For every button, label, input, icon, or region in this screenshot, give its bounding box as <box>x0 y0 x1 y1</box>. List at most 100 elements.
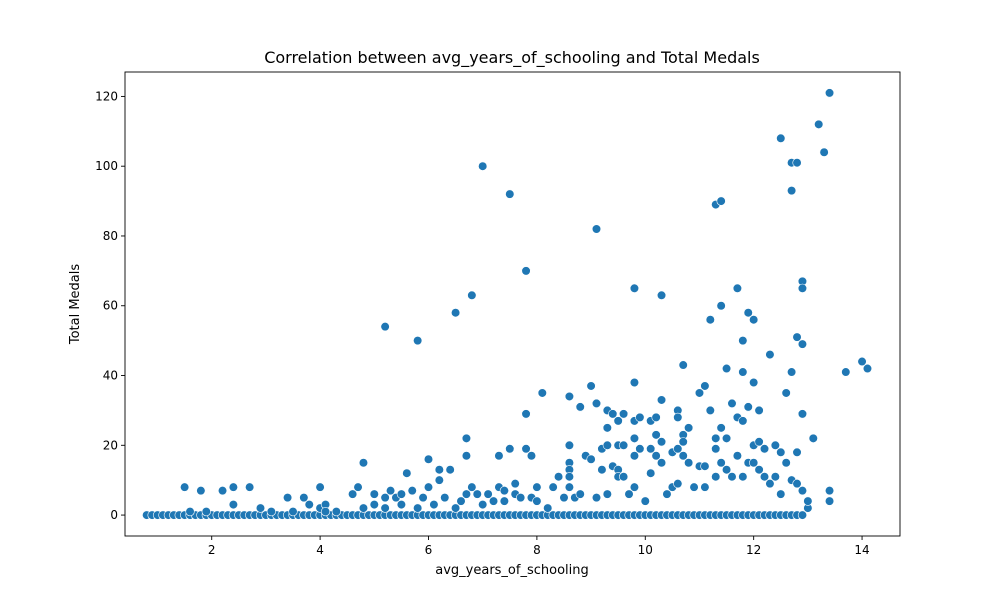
data-point-246 <box>651 451 661 461</box>
data-point-144 <box>358 458 369 468</box>
x-tick-label-0: 2 <box>208 543 216 557</box>
data-point-261 <box>678 451 688 461</box>
data-point-333 <box>841 367 851 377</box>
data-point-284 <box>727 472 737 482</box>
data-point-170 <box>461 433 472 443</box>
x-tick-label-6: 14 <box>854 543 869 557</box>
data-point-221 <box>602 489 612 499</box>
y-tick-label-1: 20 <box>103 438 118 452</box>
chart-title: Correlation between avg_years_of_schooli… <box>264 48 760 68</box>
data-point-275 <box>711 472 721 482</box>
data-point-196 <box>537 388 547 398</box>
data-point-194 <box>532 482 542 492</box>
data-point-123 <box>180 482 190 492</box>
y-tick-label-5: 100 <box>95 159 118 173</box>
data-point-300 <box>754 437 764 447</box>
data-point-145 <box>358 503 369 513</box>
data-point-230 <box>618 472 629 482</box>
data-point-215 <box>591 493 602 503</box>
data-point-265 <box>694 388 705 398</box>
data-point-302 <box>759 444 770 454</box>
data-point-277 <box>716 301 726 311</box>
data-point-299 <box>754 405 764 416</box>
data-point-206 <box>564 482 575 492</box>
data-point-124 <box>185 506 195 517</box>
data-point-237 <box>629 482 640 492</box>
y-tick-label-6: 120 <box>95 89 118 103</box>
data-point-192 <box>526 451 537 461</box>
y-axis: 0 20 40 60 80 100 120 <box>95 89 125 522</box>
data-point-161 <box>423 482 434 492</box>
x-tick-label-1: 4 <box>316 543 324 557</box>
data-point-231 <box>624 489 634 499</box>
data-point-257 <box>673 479 683 489</box>
data-point-306 <box>770 440 780 450</box>
data-point-331 <box>824 486 835 496</box>
data-point-274 <box>711 444 721 454</box>
y-tick-label-2: 40 <box>103 369 118 383</box>
data-point-335 <box>862 363 873 374</box>
data-point-183 <box>499 496 509 506</box>
x-tick-label-3: 8 <box>533 543 541 557</box>
data-point-142 <box>348 489 358 499</box>
data-point-251 <box>662 489 672 499</box>
data-point-162 <box>429 500 439 510</box>
data-point-214 <box>591 398 602 409</box>
data-point-271 <box>705 405 715 416</box>
data-point-308 <box>776 133 786 143</box>
data-point-189 <box>521 266 531 276</box>
data-point-185 <box>505 444 515 454</box>
y-axis-label: Total Medals <box>68 264 83 346</box>
data-point-301 <box>754 465 764 475</box>
data-point-224 <box>613 416 623 426</box>
data-point-322 <box>797 283 808 293</box>
data-point-327 <box>808 433 818 443</box>
data-point-307 <box>770 472 780 482</box>
data-point-244 <box>651 412 661 422</box>
data-point-291 <box>738 472 748 482</box>
data-point-140 <box>320 506 331 517</box>
data-point-141 <box>331 506 341 517</box>
data-point-315 <box>787 367 797 377</box>
data-point-129 <box>228 500 238 510</box>
data-point-312 <box>781 458 791 468</box>
data-point-176 <box>478 161 488 171</box>
data-point-309 <box>776 447 786 457</box>
data-point-186 <box>510 479 520 489</box>
data-point-195 <box>532 496 542 506</box>
data-point-201 <box>564 391 575 402</box>
data-point-319 <box>792 447 802 457</box>
data-point-255 <box>673 412 683 422</box>
data-point-166 <box>445 465 455 475</box>
data-point-317 <box>792 158 802 168</box>
data-point-182 <box>499 486 509 496</box>
data-point-305 <box>765 479 775 489</box>
data-point-296 <box>749 377 759 388</box>
data-point-232 <box>629 283 640 293</box>
data-point-285 <box>732 283 743 293</box>
data-point-287 <box>732 451 743 461</box>
data-point-325 <box>797 486 808 496</box>
data-point-169 <box>456 496 466 506</box>
data-point-174 <box>467 482 477 492</box>
data-point-164 <box>434 475 444 485</box>
data-point-323 <box>797 339 808 349</box>
data-point-270 <box>705 315 715 325</box>
data-point-329 <box>819 147 829 157</box>
data-point-126 <box>201 506 211 517</box>
data-point-131 <box>255 503 266 513</box>
data-point-172 <box>461 489 472 499</box>
data-point-198 <box>548 482 558 492</box>
data-point-191 <box>521 444 531 454</box>
data-point-288 <box>738 336 748 346</box>
data-point-151 <box>385 486 396 496</box>
data-point-263 <box>684 458 694 468</box>
data-point-150 <box>380 503 390 513</box>
data-point-158 <box>413 503 423 513</box>
data-point-282 <box>721 465 732 475</box>
x-tick-label-4: 10 <box>638 543 653 557</box>
y-tick-label-3: 60 <box>103 299 118 313</box>
data-point-233 <box>629 377 640 388</box>
data-point-258 <box>678 360 688 370</box>
